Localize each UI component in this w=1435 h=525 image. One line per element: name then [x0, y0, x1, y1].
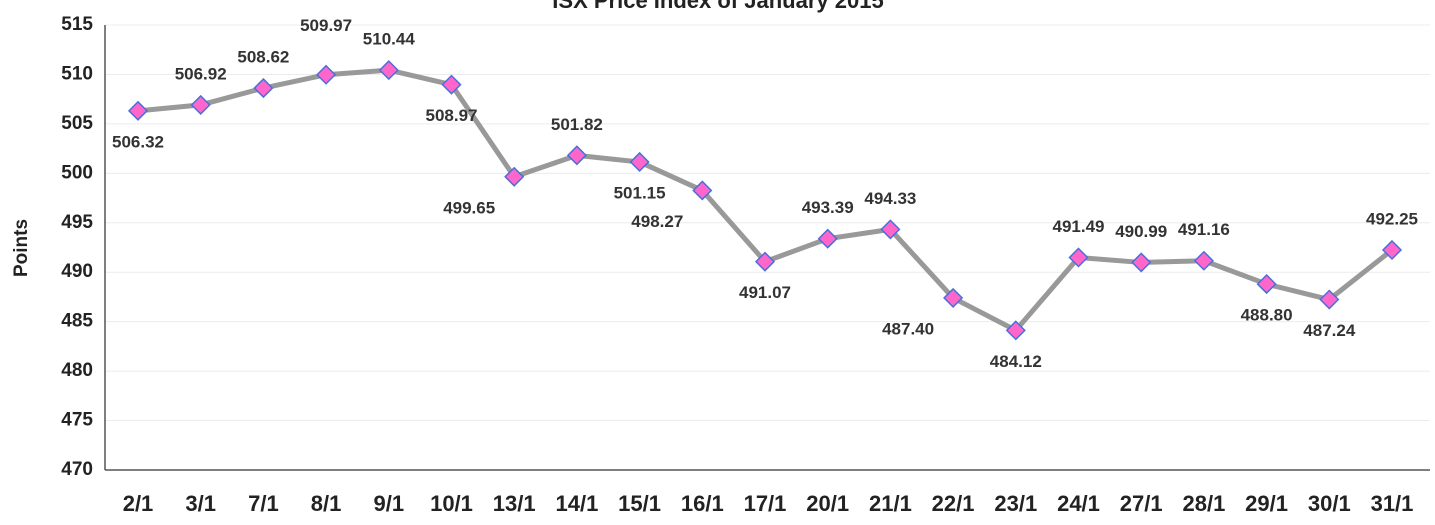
- data-label: 492.25: [1366, 209, 1418, 228]
- data-label: 506.92: [175, 64, 227, 83]
- x-tick-label: 14/1: [555, 491, 598, 516]
- data-label: 491.16: [1178, 220, 1230, 239]
- data-label: 501.82: [551, 115, 603, 134]
- data-label: 493.39: [802, 198, 854, 217]
- marker: [253, 78, 274, 99]
- marker: [1131, 252, 1152, 273]
- x-tick-label: 8/1: [311, 491, 342, 516]
- marker: [378, 60, 399, 81]
- x-tick-label: 9/1: [374, 491, 405, 516]
- x-tick-label: 20/1: [806, 491, 849, 516]
- marker: [629, 151, 650, 173]
- chart-title: ISX Price Index of January 2015: [552, 0, 883, 13]
- data-label: 506.32: [112, 132, 164, 151]
- data-label: 501.15: [614, 183, 666, 202]
- x-tick-label: 23/1: [994, 491, 1037, 516]
- data-label: 491.49: [1053, 217, 1105, 236]
- marker: [316, 64, 337, 85]
- marker: [1319, 289, 1340, 310]
- marker: [1005, 320, 1026, 341]
- data-label: 490.99: [1115, 222, 1167, 241]
- data-label: 487.40: [882, 319, 934, 338]
- marker: [127, 100, 149, 121]
- x-tick-label: 29/1: [1245, 491, 1288, 516]
- y-tick-label: 500: [61, 162, 93, 183]
- x-tick-label: 24/1: [1057, 491, 1100, 516]
- y-tick-label: 490: [61, 261, 93, 282]
- marker: [441, 74, 462, 95]
- x-tick-label: 15/1: [618, 491, 661, 516]
- marker: [504, 166, 525, 187]
- x-tick-label: 27/1: [1120, 491, 1163, 516]
- x-tick-label: 21/1: [869, 491, 912, 516]
- data-label: 488.80: [1241, 306, 1293, 325]
- data-label: 509.97: [300, 16, 352, 35]
- marker: [880, 219, 901, 240]
- x-tick-label: 22/1: [932, 491, 975, 516]
- marker: [190, 94, 211, 115]
- y-axis-label: Points: [11, 219, 32, 277]
- marker: [943, 287, 964, 308]
- y-tick-label: 475: [61, 410, 93, 431]
- x-tick-label: 2/1: [123, 491, 154, 516]
- y-tick-label: 515: [61, 14, 93, 35]
- x-tick-label: 31/1: [1371, 491, 1414, 516]
- marker: [1381, 239, 1403, 261]
- y-tick-label: 510: [61, 63, 93, 84]
- x-tick-label: 28/1: [1182, 491, 1225, 516]
- marker: [817, 228, 838, 249]
- marker: [1193, 250, 1214, 271]
- x-tick-label: 17/1: [744, 491, 787, 516]
- x-tick-label: 10/1: [430, 491, 473, 516]
- data-label: 508.97: [426, 106, 478, 125]
- x-tick-label: 13/1: [493, 491, 536, 516]
- y-tick-label: 495: [61, 212, 93, 233]
- data-label: 508.62: [237, 48, 289, 67]
- y-tick-label: 505: [61, 113, 93, 134]
- x-tick-label: 7/1: [248, 491, 279, 516]
- data-label: 487.24: [1303, 321, 1356, 340]
- x-tick-label: 3/1: [185, 491, 216, 516]
- marker: [1256, 274, 1277, 295]
- y-tick-label: 470: [61, 459, 93, 480]
- y-tick-label: 480: [61, 360, 93, 381]
- data-label: 498.27: [631, 212, 683, 231]
- x-tick-label: 30/1: [1308, 491, 1351, 516]
- data-label: 491.07: [739, 283, 791, 302]
- marker: [566, 145, 587, 166]
- data-label: 510.44: [363, 30, 416, 49]
- x-tick-label: 16/1: [681, 491, 724, 516]
- data-label: 484.12: [990, 352, 1042, 371]
- marker: [754, 251, 776, 272]
- data-label: 499.65: [443, 198, 495, 217]
- marker: [692, 180, 713, 201]
- y-tick-label: 485: [61, 311, 93, 332]
- marker: [1068, 247, 1089, 268]
- data-label: 494.33: [864, 189, 916, 208]
